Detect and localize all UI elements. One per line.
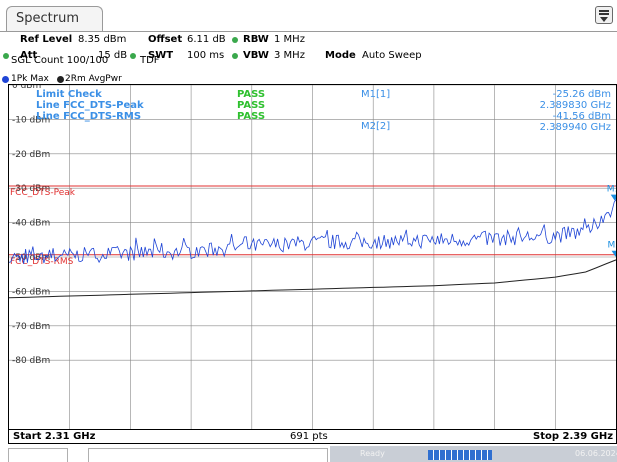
offset-indicator-dot <box>232 37 238 43</box>
swt-value: 100 ms <box>187 50 225 61</box>
swt-label: SWT <box>148 50 174 61</box>
menu-icon[interactable] <box>595 6 613 24</box>
status-text: Ready <box>360 449 385 458</box>
ref-level-value: 8.35 dBm <box>78 34 127 45</box>
offset-label: Offset <box>148 34 183 45</box>
marker-readout-level: -41.56 dBm <box>553 111 611 122</box>
status-bar: Ready 06.06.2024 <box>0 446 617 462</box>
trace-2-line <box>8 259 617 299</box>
tdf-label: TDF <box>140 55 160 66</box>
limit-line-label: FCC_DTS-Peak <box>10 188 76 198</box>
trace-legend: 1Pk Max 2Rm AvgPwr <box>0 74 617 84</box>
y-axis-label: -70 dBm <box>12 322 50 332</box>
att-label: Att <box>20 50 38 61</box>
y-axis-label: -40 dBm <box>12 219 50 229</box>
stop-frequency: Stop 2.39 GHz <box>533 431 614 442</box>
settings-panel: Ref Level 8.35 dBm Offset 6.11 dB RBW 1 … <box>0 32 617 62</box>
y-axis-label: -20 dBm <box>12 150 50 160</box>
y-axis-label: -80 dBm <box>12 356 50 366</box>
sgl-count: SGL Count 100/100 <box>11 55 109 66</box>
tab-spectrum[interactable]: Spectrum <box>6 6 103 32</box>
limit-check-row-name: Limit Check <box>36 89 102 100</box>
y-axis-label: -50 dBm <box>12 253 50 263</box>
ref-level-label: Ref Level <box>20 34 73 45</box>
menu-bar <box>599 13 609 15</box>
trace-info-bar: SGL Count 100/100 TDF <box>0 56 617 72</box>
start-frequency: Start 2.31 GHz <box>13 431 96 442</box>
y-axis-label: 0 dBm <box>12 85 41 91</box>
marker-2-triangle <box>611 250 617 257</box>
y-axis-label: -60 dBm <box>12 287 50 297</box>
marker-readout-freq: 2.389940 GHz <box>540 122 611 133</box>
rbw-value: 1 MHz <box>274 34 305 45</box>
mode-value: Auto Sweep <box>362 50 422 61</box>
tab-spectrum-label: Spectrum <box>16 11 79 26</box>
spectrum-plot[interactable]: 0 dBm -10 dBm -20 dBm -30 dBm -40 dBm -50 dBm… <box>8 81 617 430</box>
marker-1-triangle <box>610 194 617 201</box>
marker-readout-name: M2[2] <box>361 121 390 132</box>
limit-check-row-name: Line FCC_DTS-RMS <box>36 111 141 122</box>
swt-indicator-dot <box>130 53 136 59</box>
y-axis-label: -10 dBm <box>12 115 50 125</box>
vbw-label: VBW <box>243 50 269 61</box>
menu-bar <box>599 10 609 12</box>
trace-1-line <box>8 199 617 264</box>
marker-readout-freq: 2.389830 GHz <box>540 100 611 111</box>
limit-check-row-result: PASS <box>237 111 265 122</box>
measurement-progress-bar <box>428 450 492 460</box>
trace1-label: 1Pk Max <box>11 74 49 84</box>
spectrum-plot-canvas[interactable]: 0 dBm -10 dBm -20 dBm -30 dBm -40 dBm -50 dBm… <box>8 81 617 429</box>
marker-readout-name: M1[1] <box>361 89 390 100</box>
limit-check-row-result: PASS <box>237 89 265 100</box>
marker-2-label: M2 <box>608 241 616 251</box>
marker-readout-level: -25.26 dBm <box>553 89 611 100</box>
limit-check-row-result: PASS <box>237 100 265 111</box>
status-date: 06.06.2024 <box>575 449 617 458</box>
att-indicator-dot <box>3 53 9 59</box>
vbw-value: 3 MHz <box>274 50 305 61</box>
trace2-dot <box>57 76 64 83</box>
trace2-label: 2Rm AvgPwr <box>65 74 122 84</box>
limit-check-row-name: Line FCC_DTS-Peak <box>36 100 144 111</box>
status-tab-1[interactable] <box>8 448 68 462</box>
vbw-indicator-dot <box>232 53 238 59</box>
att-value: 15 dB <box>98 50 128 61</box>
marker-1-label: M1 <box>607 185 616 195</box>
tab-divider <box>0 31 617 32</box>
y-axis-label: -30 dBm <box>12 184 50 194</box>
chevron-down-icon <box>600 17 608 22</box>
tab-strip: Spectrum <box>0 0 617 32</box>
trace1-dot <box>2 76 9 83</box>
offset-value: 6.11 dB <box>187 34 226 45</box>
mode-label: Mode <box>325 50 356 61</box>
plot-footer: Start 2.31 GHz 691 pts Stop 2.39 GHz <box>8 430 617 444</box>
limit-line-label: FCC_DTS-RMS <box>10 257 74 267</box>
rbw-label: RBW <box>243 34 269 45</box>
status-tab-2[interactable] <box>88 448 328 462</box>
sweep-points: 691 pts <box>290 431 328 442</box>
